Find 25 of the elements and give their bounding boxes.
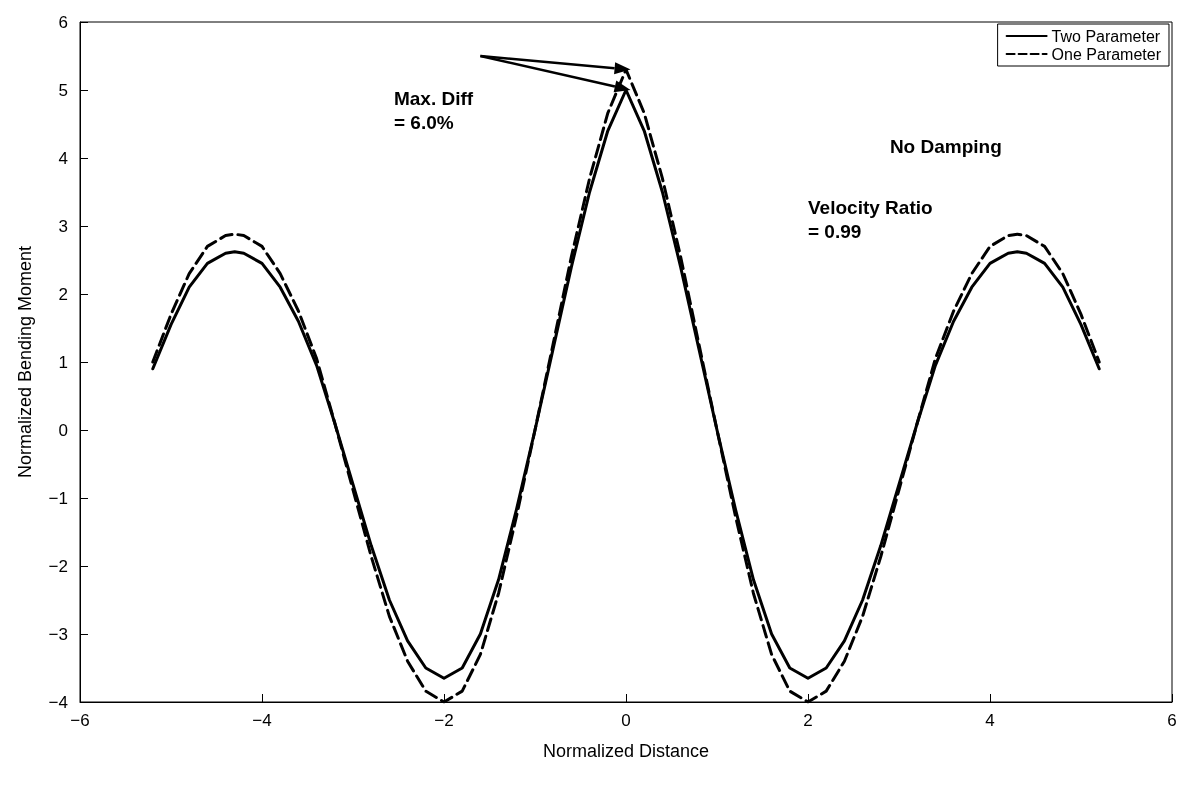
x-tick-label: −4 <box>252 711 272 730</box>
x-tick-label: 2 <box>803 711 813 730</box>
y-tick-label: 6 <box>58 12 68 32</box>
y-tick-label: 5 <box>58 80 68 100</box>
y-tick-label: 1 <box>58 352 68 372</box>
legend-label: Two Parameter <box>1051 27 1161 45</box>
annotation: No Damping <box>889 135 1002 157</box>
annotation: Velocity Ratio = 0.99 <box>808 196 933 242</box>
y-axis-title: Normalized Bending Moment <box>15 245 35 479</box>
y-tick-label: 3 <box>58 216 68 236</box>
annotation: Max. Diff = 6.0% <box>393 88 474 134</box>
y-tick-label: −3 <box>48 624 68 644</box>
y-tick-label: 4 <box>58 148 68 168</box>
x-tick-label: 0 <box>621 711 631 730</box>
x-axis-title: Normalized Distance <box>542 741 710 761</box>
x-tick-label: −6 <box>70 711 90 730</box>
x-tick-label: 4 <box>985 711 995 730</box>
legend-label: One Parameter <box>1051 45 1162 63</box>
y-tick-label: −2 <box>48 556 68 576</box>
x-tick-label: 6 <box>1167 711 1177 730</box>
y-tick-label: −1 <box>48 488 68 508</box>
x-tick-label: −2 <box>434 711 454 730</box>
y-tick-label: 2 <box>58 284 68 304</box>
y-tick-label: 0 <box>58 420 68 440</box>
y-tick-label: −4 <box>48 692 68 712</box>
